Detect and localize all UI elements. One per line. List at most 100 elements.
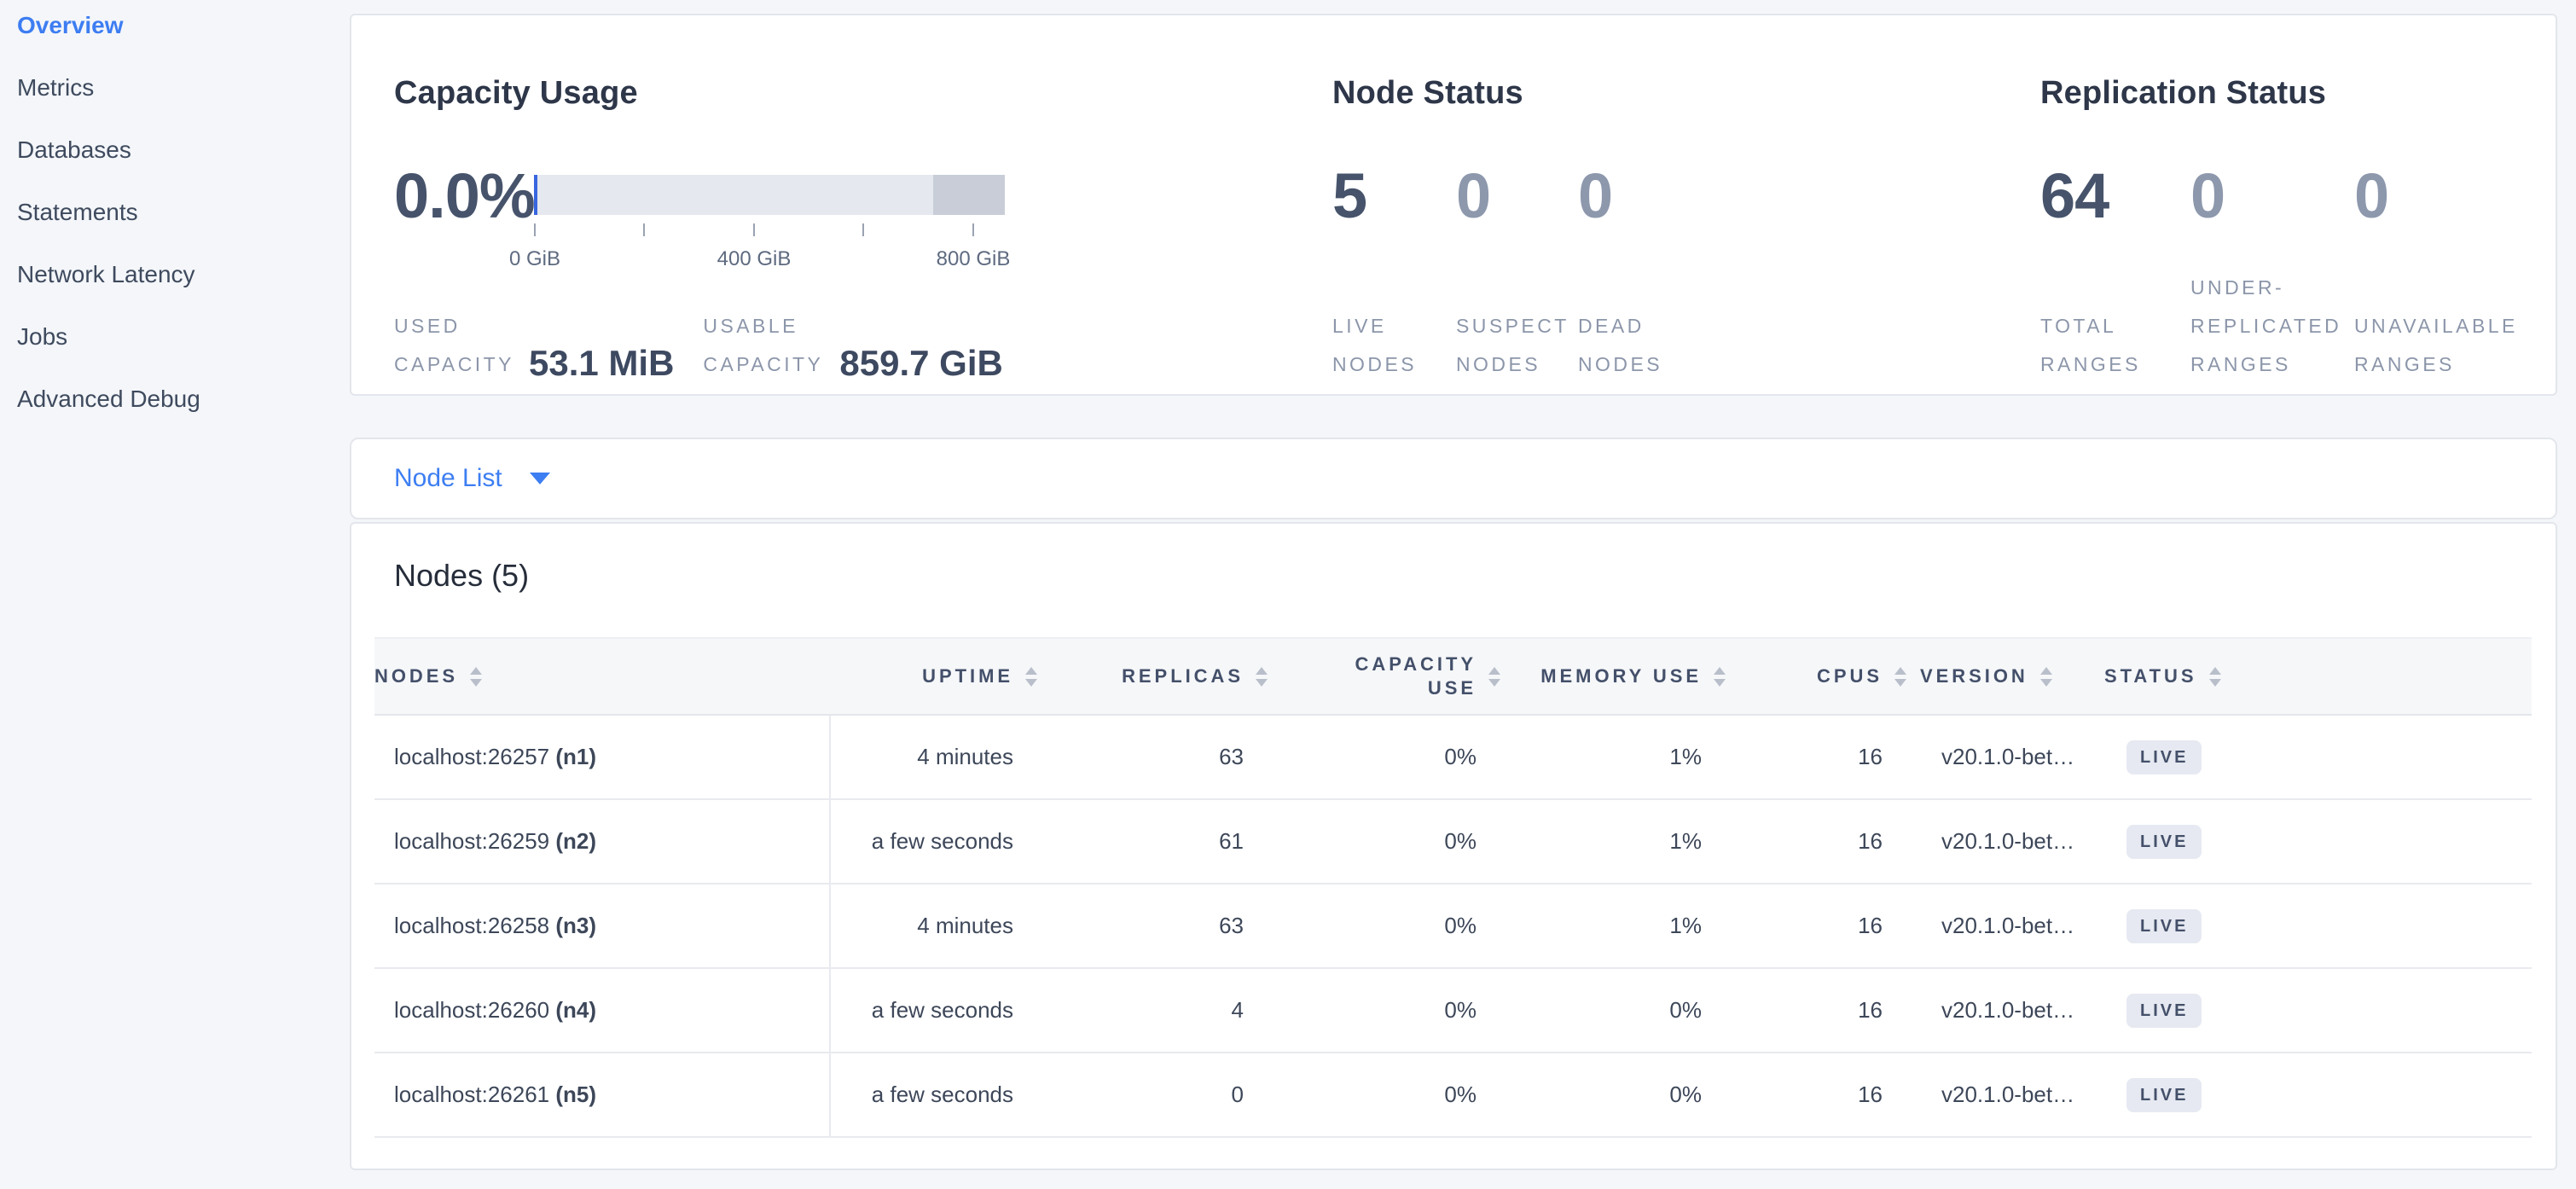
node-address: localhost:26257: [394, 744, 556, 769]
sort-desc-icon: [1256, 678, 1268, 687]
axis-tick: [972, 223, 974, 236]
uptime-cell: a few seconds: [830, 968, 1051, 1053]
column-header-replicas[interactable]: REPLICAS: [1051, 637, 1281, 716]
column-label-version: VERSION: [1920, 665, 2028, 687]
memory-use-cell: 0%: [1514, 968, 1739, 1053]
version-cell: v20.1.0-bet…: [1920, 799, 2104, 884]
cpus-cell: 16: [1739, 1053, 1920, 1138]
column-label-uptime: UPTIME: [922, 665, 1013, 687]
node-id: (n4): [555, 997, 597, 1023]
replication-values: 64 0 0: [2040, 160, 2542, 232]
sidebar-item-network-latency[interactable]: Network Latency: [17, 261, 195, 287]
uptime-cell: a few seconds: [830, 799, 1051, 884]
capacity-gauge-axis: 0 GiB 400 GiB 800 GiB: [509, 223, 1010, 283]
axis-label-400gib: 400 GiB: [717, 247, 792, 270]
sort-asc-icon: [1714, 666, 1726, 675]
node-id: (n3): [555, 913, 597, 938]
sidebar-item-advanced-debug[interactable]: Advanced Debug: [17, 386, 200, 412]
node-list-dropdown[interactable]: Node List: [350, 438, 2557, 519]
sort-arrows-icon[interactable]: [1488, 666, 1500, 687]
replicas-cell: 63: [1051, 715, 1281, 800]
axis-tick: [534, 223, 536, 236]
sort-arrows-icon[interactable]: [2208, 666, 2221, 687]
node-row[interactable]: localhost:26259 (n2) a few seconds 61 0% 1% 1…: [374, 799, 2532, 884]
version-cell: v20.1.0-bet…: [1920, 715, 2104, 800]
sort-asc-icon: [1488, 666, 1500, 675]
node-row[interactable]: localhost:26261 (n5) a few seconds 0 0% 0% 16…: [374, 1053, 2532, 1138]
capacity-usage-section: Capacity Usage 0.0% 0 GiB 400 GiB 800 Gi…: [394, 15, 1298, 394]
sort-asc-icon: [2208, 666, 2221, 675]
under-replicated-ranges-label: UNDER- REPLICATED RANGES: [2190, 276, 2342, 375]
axis-label-0gib: 0 GiB: [508, 247, 561, 270]
memory-use-cell: 1%: [1514, 884, 1739, 969]
capacity-use-cell: 0%: [1281, 884, 1514, 969]
sort-desc-icon: [2039, 678, 2052, 687]
capacity-use-cell: 0%: [1281, 1053, 1514, 1138]
total-ranges-count: 64: [2040, 160, 2109, 231]
sort-asc-icon: [1025, 666, 1037, 675]
column-header-uptime[interactable]: UPTIME: [830, 637, 1051, 716]
sort-arrows-icon[interactable]: [1256, 666, 1268, 687]
sidebar-item-jobs[interactable]: Jobs: [17, 323, 68, 350]
node-row[interactable]: localhost:26258 (n3) 4 minutes 63 0% 1% 16 v20…: [374, 884, 2532, 969]
node-id: (n5): [555, 1082, 597, 1107]
sort-arrows-icon[interactable]: [1714, 666, 1726, 687]
replication-status-title: Replication Status: [2040, 75, 2327, 111]
status-badge: LIVE: [2126, 824, 2202, 859]
sort-asc-icon: [2039, 666, 2052, 675]
sort-arrows-icon[interactable]: [470, 666, 483, 687]
sidebar-item-metrics[interactable]: Metrics: [17, 74, 95, 101]
sort-arrows-icon[interactable]: [1025, 666, 1037, 687]
node-row[interactable]: localhost:26260 (n4) a few seconds 4 0% 0% 16…: [374, 968, 2532, 1053]
live-nodes-count: 5: [1332, 160, 1367, 231]
memory-use-cell: 1%: [1514, 715, 1739, 800]
nodes-table-header-row: NODES UPTIME REPLICAS CAPACITY USE MEMORY US…: [374, 637, 2532, 716]
replicas-cell: 4: [1051, 968, 1281, 1053]
replication-labels: TOTAL RANGES UNDER- REPLICATED RANGES UN…: [2040, 269, 2542, 384]
sidebar-item-overview[interactable]: Overview: [17, 12, 124, 38]
node-address-cell[interactable]: localhost:26257 (n1): [374, 715, 831, 800]
node-address: localhost:26258: [394, 913, 556, 938]
column-label-capacity_use: CAPACITY USE: [1355, 653, 1477, 699]
node-address-cell[interactable]: localhost:26258 (n3): [374, 884, 831, 969]
node-status-values: 5 0 0: [1332, 160, 1723, 232]
column-header-status[interactable]: STATUS: [2104, 637, 2532, 716]
sort-arrows-icon[interactable]: [2039, 666, 2052, 687]
node-row[interactable]: localhost:26257 (n1) 4 minutes 63 0% 1% 16 v20…: [374, 715, 2532, 800]
uptime-cell: a few seconds: [830, 1053, 1051, 1138]
column-header-memory_use[interactable]: MEMORY USE: [1514, 637, 1739, 716]
dead-nodes-label: DEAD NODES: [1578, 315, 1663, 375]
version-cell: v20.1.0-bet…: [1920, 968, 2104, 1053]
capacity-usage-title: Capacity Usage: [394, 75, 638, 111]
status-badge: LIVE: [2126, 1077, 2202, 1112]
memory-use-cell: 1%: [1514, 799, 1739, 884]
node-address-cell[interactable]: localhost:26261 (n5): [374, 1053, 831, 1138]
axis-label-800gib: 800 GiB: [936, 247, 1011, 270]
column-header-version[interactable]: VERSION: [1920, 637, 2104, 716]
node-id: (n1): [555, 744, 597, 769]
status-cell: LIVE: [2104, 884, 2532, 969]
sidebar-item-databases[interactable]: Databases: [17, 136, 131, 163]
status-cell: LIVE: [2104, 799, 2532, 884]
column-header-name[interactable]: NODES: [374, 637, 830, 716]
column-header-cpus[interactable]: CPUS: [1739, 637, 1920, 716]
sort-desc-icon: [1488, 678, 1500, 687]
node-list-label[interactable]: Node List: [394, 464, 502, 492]
sort-arrows-icon[interactable]: [1894, 666, 1906, 687]
cpus-cell: 16: [1739, 799, 1920, 884]
version-cell: v20.1.0-bet…: [1920, 1053, 2104, 1138]
node-address-cell[interactable]: localhost:26259 (n2): [374, 799, 831, 884]
sidebar-item-statements[interactable]: Statements: [17, 199, 138, 225]
capacity-gauge-bar: [534, 175, 1005, 215]
chevron-down-icon[interactable]: [529, 473, 550, 484]
capacity-use-cell: 0%: [1281, 715, 1514, 800]
column-header-capacity_use[interactable]: CAPACITY USE: [1281, 637, 1514, 716]
replicas-cell: 61: [1051, 799, 1281, 884]
status-badge: LIVE: [2126, 740, 2202, 774]
column-label-replicas: REPLICAS: [1122, 665, 1244, 687]
capacity-stats-row: USED CAPACITY 53.1 MiB USABLE CAPACITY 8…: [394, 307, 1003, 384]
column-label-cpus: CPUS: [1817, 665, 1883, 687]
uptime-cell: 4 minutes: [830, 884, 1051, 969]
cpus-cell: 16: [1739, 715, 1920, 800]
node-address-cell[interactable]: localhost:26260 (n4): [374, 968, 831, 1053]
